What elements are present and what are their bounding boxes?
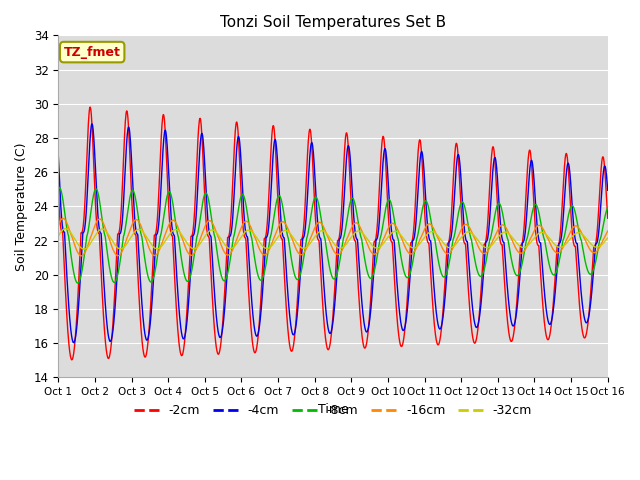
Legend: -2cm, -4cm, -8cm, -16cm, -32cm: -2cm, -4cm, -8cm, -16cm, -32cm (129, 399, 537, 422)
Y-axis label: Soil Temperature (C): Soil Temperature (C) (15, 142, 28, 271)
Text: TZ_fmet: TZ_fmet (64, 46, 121, 59)
Title: Tonzi Soil Temperatures Set B: Tonzi Soil Temperatures Set B (220, 15, 446, 30)
X-axis label: Time: Time (317, 403, 348, 416)
